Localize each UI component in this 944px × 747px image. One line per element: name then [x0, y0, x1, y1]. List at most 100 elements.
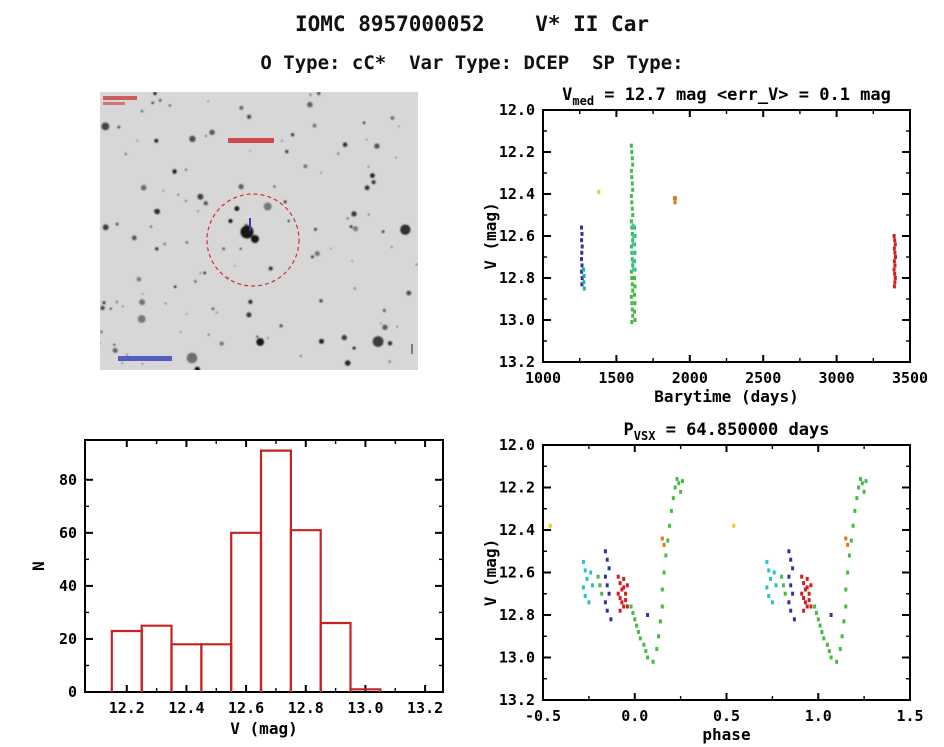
data-point — [580, 231, 584, 236]
data-point — [849, 538, 853, 543]
series-epoch-cyan — [631, 223, 636, 272]
data-point — [630, 175, 634, 180]
data-point — [679, 489, 683, 494]
magnitude-histogram-plot: 12.2 12.4 12.6 12.8 13.0 13.2 0 20 40 60 80 V (mag)… — [29, 439, 444, 738]
data-point — [636, 630, 640, 634]
x-tick-label: 3000 — [819, 369, 855, 387]
data-point — [633, 292, 636, 297]
data-point — [629, 219, 633, 224]
data-point — [589, 570, 593, 575]
data-point — [662, 570, 666, 575]
data-point — [630, 276, 634, 280]
x-tick-label: 12.4 — [168, 699, 204, 717]
data-point — [892, 259, 896, 264]
data-point — [857, 485, 861, 490]
y-tick-label: 12.4 — [499, 521, 535, 539]
data-point — [673, 485, 677, 490]
data-point — [791, 566, 795, 571]
plot-frame — [542, 444, 911, 701]
annotation-smudge — [228, 138, 274, 143]
data-point — [807, 598, 811, 603]
data-point — [580, 250, 584, 255]
data-point — [635, 623, 639, 628]
data-point — [842, 619, 846, 624]
y-axis-label: N — [29, 561, 48, 571]
plot-frame — [542, 109, 911, 363]
data-point — [892, 267, 896, 272]
y-tick-label: 12.0 — [499, 101, 535, 119]
plot-frame — [84, 439, 444, 693]
data-point — [620, 600, 624, 605]
data-point — [893, 263, 897, 268]
histogram-bar — [259, 449, 292, 692]
x-tick-label: 1.5 — [896, 707, 923, 725]
data-point — [893, 280, 897, 285]
data-point — [847, 553, 851, 558]
x-axis-label: V (mag) — [230, 719, 297, 738]
annotation-smudge — [118, 356, 172, 361]
data-point — [802, 581, 806, 586]
data-point — [844, 536, 848, 541]
data-point — [620, 587, 624, 592]
annotation-smudges — [103, 96, 413, 361]
annotation-smudge — [103, 102, 125, 105]
data-point — [803, 587, 807, 592]
series-phase-navy — [603, 549, 833, 622]
annotation-smudge — [103, 96, 137, 100]
data-point — [767, 593, 771, 598]
data-point — [605, 608, 609, 613]
data-point — [781, 583, 785, 588]
data-point — [632, 250, 636, 255]
data-point — [802, 608, 806, 613]
data-point — [892, 284, 896, 289]
data-point — [631, 223, 635, 228]
data-point — [630, 282, 634, 287]
histogram-bar — [319, 621, 352, 692]
x-tick-label: -0.5 — [525, 707, 561, 725]
data-point — [624, 598, 628, 603]
data-point — [805, 585, 809, 590]
data-point — [607, 591, 611, 596]
data-point — [622, 576, 626, 581]
finder-chart-image — [100, 92, 418, 370]
data-point — [840, 634, 844, 639]
data-point — [638, 636, 642, 641]
data-point — [809, 583, 813, 588]
data-point — [767, 568, 771, 573]
y-axis-label: V (mag) — [481, 539, 500, 606]
x-tick-label: 1500 — [598, 369, 634, 387]
data-point — [893, 276, 897, 280]
data-point — [800, 591, 804, 596]
series-phase-green — [596, 477, 868, 664]
y-tick-label: 12.6 — [499, 564, 535, 582]
data-point — [633, 617, 637, 622]
data-point — [802, 596, 806, 600]
data-point — [633, 309, 636, 314]
data-point — [630, 200, 634, 205]
series-epoch-navy — [580, 225, 584, 287]
data-point — [582, 267, 585, 272]
data-point — [624, 591, 628, 596]
data-point — [633, 276, 636, 280]
x-tick-label: 12.6 — [228, 699, 264, 717]
data-point — [646, 655, 650, 660]
y-tick-label: 60 — [59, 524, 77, 542]
data-point — [864, 479, 868, 484]
data-point — [792, 617, 796, 622]
data-point — [630, 150, 634, 154]
data-point — [581, 585, 585, 590]
x-tick-label: 2000 — [672, 369, 708, 387]
histogram-bar — [170, 643, 203, 692]
data-point — [630, 320, 634, 325]
data-point — [893, 242, 897, 247]
data-point — [677, 481, 681, 486]
data-point — [855, 496, 859, 501]
data-point — [581, 559, 585, 564]
data-point — [603, 574, 607, 579]
y-axis-label: V (mag) — [481, 202, 500, 269]
data-point — [829, 613, 833, 617]
data-point — [660, 604, 664, 609]
x-tick-label: 12.8 — [288, 699, 324, 717]
data-point — [618, 581, 622, 586]
